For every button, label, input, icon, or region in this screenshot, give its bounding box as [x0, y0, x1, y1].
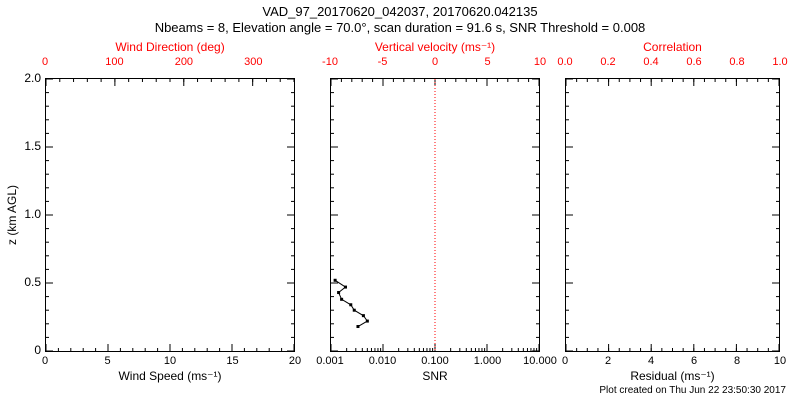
top-axis-tick-label: -10 — [322, 56, 338, 68]
bottom-axis-tick-label: 5 — [104, 355, 111, 367]
top-axis-tick-label: 0.6 — [686, 56, 702, 68]
data-point — [343, 285, 347, 289]
residual-plot-box — [565, 78, 780, 352]
y-axis-tick-label: 0.5 — [24, 275, 41, 289]
bottom-axis-tick-label: 4 — [647, 355, 655, 367]
y-axis-tick-label: 1.0 — [24, 207, 41, 221]
wind-speed-tick-labels: 0 5 10 15 20 — [41, 355, 301, 368]
top-axis-tick-label: 0.8 — [729, 56, 745, 68]
vertical-velocity-axis-title: Vertical velocity (ms⁻¹) — [374, 40, 496, 54]
panel-snr: Vertical velocity (ms⁻¹) -10 -5 0 5 10 0.001… — [316, 0, 557, 400]
top-axis-tick-label: -5 — [377, 56, 388, 68]
y-axis-tick-labels: 0 0.5 1.0 1.5 2.0 — [0, 0, 41, 400]
data-point — [365, 319, 369, 323]
top-axis-tick-label: 1.0 — [772, 56, 788, 68]
top-axis-tick-label: 0 — [431, 56, 439, 68]
wind-direction-axis-title: Wind Direction (deg) — [115, 40, 225, 54]
bottom-axis-tick-label: 8 — [733, 355, 741, 367]
top-axis-tick-label: 0.2 — [600, 56, 616, 68]
residual-axis-title: Residual (ms⁻¹) — [630, 369, 715, 383]
bottom-axis-tick-label: 6 — [690, 355, 698, 367]
y-axis-tick-label: 0 — [34, 343, 41, 357]
snr-plot-box — [330, 78, 540, 352]
plot-title: VAD_97_20170620_042037, 20170620.042135 — [262, 4, 538, 19]
y-axis-tick-label: 2.0 — [24, 71, 41, 85]
top-axis-tick-label: 0.4 — [643, 56, 659, 68]
top-axis-tick-label: 5 — [484, 56, 491, 68]
data-point — [337, 291, 341, 295]
bottom-axis-tick-label: 10 — [163, 355, 177, 367]
top-axis-tick-label: 300 — [244, 56, 263, 68]
residual-plot-canvas — [566, 79, 779, 351]
wind-speed-axis-title: Wind Speed (ms⁻¹) — [118, 369, 222, 383]
top-axis-tick-label: 200 — [174, 56, 194, 68]
top-axis-tick-label: 100 — [105, 56, 124, 68]
residual-tick-labels: 0 2 4 6 8 10 — [561, 355, 786, 368]
snr-axis-title: SNR — [422, 369, 448, 383]
plot-subtitle: Nbeams = 8, Elevation angle = 70.0°, sca… — [154, 20, 646, 35]
data-point — [340, 297, 344, 301]
top-axis-tick-label: 0.0 — [557, 56, 573, 68]
bottom-axis-tick-label: 20 — [288, 355, 302, 367]
bottom-axis-tick-label: 10.000 — [523, 355, 557, 367]
data-point — [361, 314, 365, 318]
top-axis-tick-label: 10 — [533, 56, 547, 68]
snr-tick-labels: 0.001 0.010 0.100 1.000 10.000 — [316, 355, 557, 368]
bottom-axis-tick-label: 1.000 — [473, 355, 502, 367]
correlation-axis-title: Correlation — [643, 40, 702, 54]
data-point — [352, 308, 356, 312]
bottom-axis-tick-label: 0.001 — [316, 355, 344, 367]
bottom-axis-tick-label: 15 — [226, 355, 239, 367]
bottom-axis-tick-label: 0.100 — [421, 355, 449, 367]
bottom-axis-tick-label: 0.010 — [368, 355, 397, 367]
bottom-axis-tick-label: 2 — [604, 355, 612, 367]
bottom-axis-tick-label: 10 — [773, 355, 787, 367]
wind-direction-tick-labels: 0 100 200 300 — [41, 56, 295, 69]
data-point — [349, 303, 353, 307]
data-point — [333, 278, 337, 282]
y-axis-tick-label: 1.5 — [24, 139, 41, 153]
correlation-tick-labels: 0.0 0.2 0.4 0.6 0.8 1.0 — [557, 56, 787, 69]
snr-plot-canvas — [331, 79, 539, 351]
data-point — [356, 325, 360, 329]
panel-residual: Correlation 0.0 0.2 0.4 0.6 0.8 1.0 0 2 4 6 8 10 R… — [557, 0, 787, 400]
bottom-axis-tick-label: 0 — [561, 355, 569, 367]
creation-timestamp: Plot created on Thu Jun 22 23:50:30 2017 — [599, 385, 786, 396]
bottom-axis-tick-label: 0 — [41, 355, 49, 367]
wind-speed-plot-canvas — [46, 79, 294, 351]
vertical-velocity-tick-labels: -10 -5 0 5 10 — [322, 56, 546, 69]
top-axis-tick-label: 0 — [41, 56, 49, 68]
panel-wind-speed: Wind Direction (deg) 0 100 200 300 0 5 10 15 20… — [41, 0, 301, 400]
wind-speed-plot-box — [45, 78, 295, 352]
